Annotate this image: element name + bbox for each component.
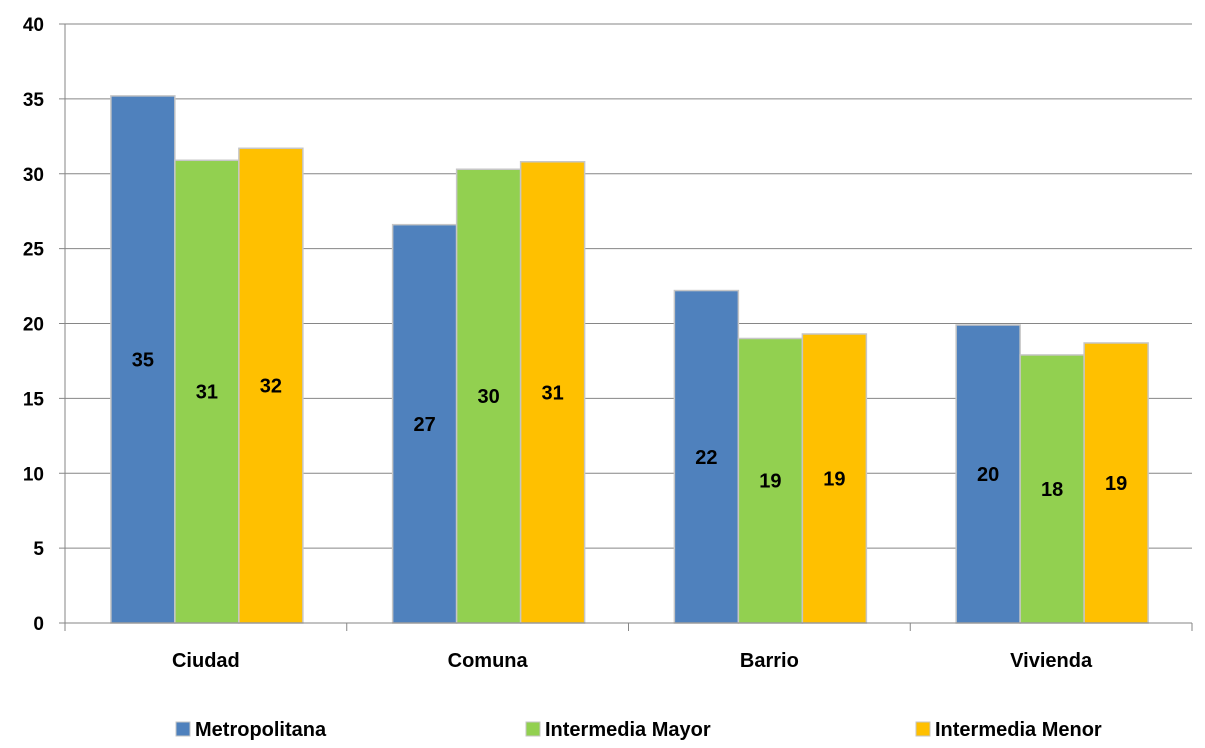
data-label: 31 — [196, 382, 218, 404]
x-category-label: Comuna — [448, 650, 529, 672]
legend-label: Intermedia Mayor — [545, 719, 711, 741]
legend-swatch — [175, 721, 191, 737]
bar — [1019, 354, 1085, 624]
bar — [174, 159, 240, 624]
y-tick-label: 10 — [23, 464, 44, 485]
bar — [1083, 342, 1149, 624]
data-label: 22 — [695, 447, 717, 469]
legend: Metropolitana Intermedia Mayor Intermedia … — [175, 719, 1102, 741]
bars — [110, 95, 1149, 624]
bar — [519, 161, 586, 624]
data-label: 19 — [1105, 473, 1127, 495]
y-tick-label: 35 — [23, 90, 45, 111]
legend-swatch — [915, 721, 931, 737]
data-label: 18 — [1041, 479, 1063, 501]
data-label: 30 — [478, 386, 500, 408]
y-tick-label: 15 — [23, 389, 45, 410]
data-label: 32 — [260, 376, 282, 398]
x-category-label: Ciudad — [172, 650, 240, 672]
data-label: 19 — [759, 471, 781, 493]
data-label: 27 — [414, 414, 436, 436]
y-tick-label: 20 — [23, 315, 44, 336]
y-tick-label: 25 — [23, 240, 45, 261]
legend-label: Intermedia Menor — [935, 719, 1102, 741]
x-category-label: Vivienda — [1010, 650, 1093, 672]
data-labels: 35 31 32 27 30 31 22 19 19 20 18 19 — [132, 349, 1128, 501]
y-tick-label: 30 — [23, 165, 44, 186]
bar — [110, 95, 176, 624]
axes: 0 5 10 15 20 25 30 35 40 Ciudad Comuna Barrio Vivien… — [23, 15, 1193, 672]
legend-label: Metropolitana — [195, 719, 327, 741]
y-tick-label: 0 — [33, 614, 44, 635]
data-label: 20 — [977, 464, 999, 486]
data-label: 31 — [542, 382, 564, 404]
x-category-label: Barrio — [740, 650, 799, 672]
data-label: 19 — [823, 468, 845, 490]
bar — [673, 289, 740, 624]
data-label: 35 — [132, 349, 154, 371]
bar — [737, 337, 804, 624]
legend-swatch — [525, 721, 541, 737]
bar — [238, 147, 304, 624]
y-tick-label: 40 — [23, 15, 44, 36]
y-tick-label: 5 — [33, 539, 44, 560]
